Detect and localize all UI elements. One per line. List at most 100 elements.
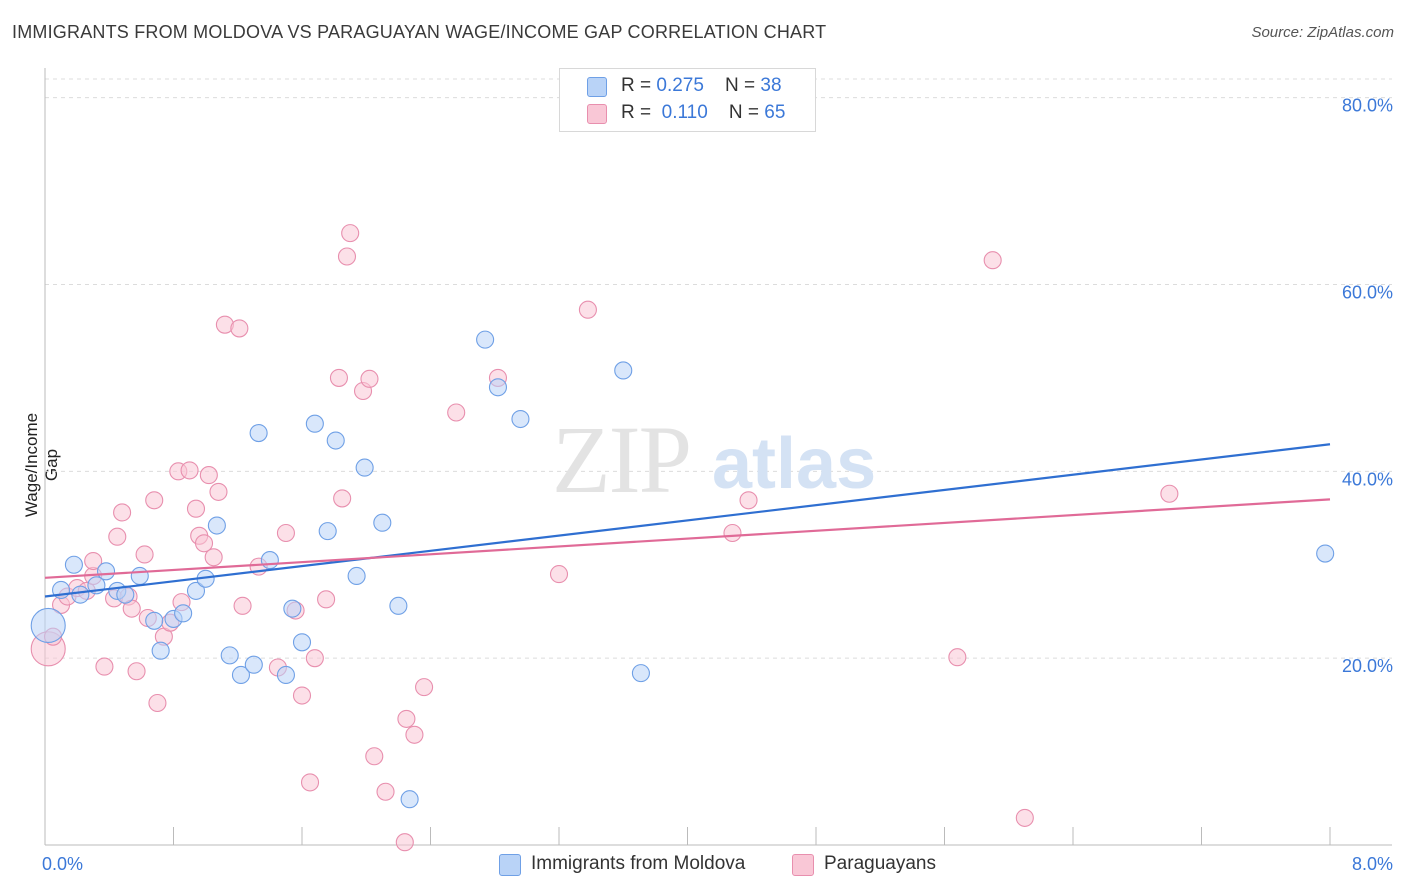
paraguayan-point — [397, 709, 416, 728]
chart-title: IMMIGRANTS FROM MOLDOVA VS PARAGUAYAN WA… — [12, 22, 827, 42]
paraguayan-point — [1015, 808, 1034, 827]
paraguayan-point — [204, 548, 223, 567]
paraguayan-point — [113, 503, 132, 522]
x-tick-labels: 0.0% 8.0% — [42, 854, 1393, 874]
paraguayan-point — [95, 657, 114, 676]
moldova-point — [231, 665, 251, 685]
paraguayan-point — [230, 319, 249, 338]
paraguayan-trendline — [44, 498, 1331, 579]
moldova-point — [64, 555, 83, 574]
moldova-point — [400, 790, 419, 809]
y-tick-label: 20.0% — [1342, 656, 1393, 676]
trendlines — [44, 443, 1331, 598]
moldova-point — [186, 581, 206, 600]
paraguayan-point — [983, 251, 1002, 270]
paraguayan-point — [948, 648, 967, 667]
series-moldova — [30, 330, 1335, 809]
paraguayan-point — [549, 565, 569, 584]
moldova-point — [220, 646, 239, 665]
y-tick-labels: 20.0% 40.0% 60.0% 80.0% — [1342, 96, 1393, 676]
axes — [44, 68, 1392, 846]
moldova-point — [130, 566, 149, 586]
paraguayan-point — [292, 686, 312, 705]
legend-swatch-paraguayans — [587, 104, 607, 124]
moldova-trendline — [44, 443, 1331, 598]
paraguayan-point — [300, 773, 320, 792]
paraguayan-point — [233, 596, 252, 615]
moldova-point — [96, 562, 116, 581]
moldova-point — [476, 330, 495, 349]
moldova-point — [30, 607, 66, 644]
watermark-zip: ZIP — [552, 406, 690, 513]
paraguayan-point — [199, 466, 218, 485]
bottom-legend-label-moldova: Immigrants from Moldova — [531, 853, 746, 874]
moldova-point — [511, 409, 530, 429]
moldova-point — [326, 431, 345, 450]
paraguayan-point — [108, 527, 127, 546]
paraguayan-point — [337, 247, 357, 266]
moldova-point — [1316, 544, 1335, 563]
paraguayan-point — [395, 833, 414, 852]
legend-r-label: R = — [621, 102, 657, 123]
paraguayan-point — [578, 300, 597, 319]
moldova-point — [347, 566, 366, 586]
x-tick-label: 0.0% — [42, 854, 83, 874]
moldova-point — [174, 604, 193, 623]
y-tick-label: 80.0% — [1342, 96, 1393, 116]
paraguayan-point — [209, 482, 228, 501]
moldova-point — [631, 664, 650, 683]
bottom-legend-swatch-moldova — [499, 854, 521, 876]
moldova-point — [276, 665, 295, 685]
paraguayan-point — [723, 523, 742, 543]
paraguayan-point — [333, 489, 352, 508]
paraguayan-point — [341, 224, 360, 243]
paraguayan-point — [317, 590, 336, 609]
paraguayan-point — [365, 747, 384, 766]
paraguayan-point — [148, 693, 167, 713]
legend-r-value: 0.110 — [661, 102, 708, 123]
paraguayan-point — [180, 461, 199, 480]
moldova-point — [318, 522, 337, 541]
gridlines — [45, 78, 1392, 659]
paraguayan-point — [415, 678, 434, 697]
paraguayan-point — [305, 649, 324, 668]
paraguayan-point — [276, 523, 295, 543]
moldova-point — [244, 655, 263, 674]
paraguayan-point — [84, 551, 103, 571]
moldova-point — [488, 378, 508, 397]
legend-r-value: 0.275 — [656, 75, 704, 96]
paraguayan-point — [405, 725, 424, 744]
y-tick-label: 40.0% — [1342, 469, 1393, 489]
paraguayan-point — [145, 491, 164, 510]
moldova-point — [260, 551, 279, 570]
series-paraguayans — [30, 224, 1179, 852]
watermark: ZIP atlas — [552, 406, 876, 513]
bottom-legend-swatch-paraguayans — [792, 854, 814, 876]
legend-r-label: R = — [621, 75, 657, 96]
watermark-atlas: atlas — [712, 424, 876, 504]
moldova-point — [355, 458, 374, 477]
moldova-point — [283, 599, 302, 618]
legend-n-label: N = — [728, 102, 765, 123]
chart-source: Source: ZipAtlas.com — [1251, 24, 1394, 41]
legend-n-label: N = — [725, 75, 761, 96]
moldova-point — [373, 513, 392, 532]
legend-n-value: 65 — [764, 102, 786, 123]
moldova-point — [145, 611, 164, 630]
paraguayan-point — [194, 534, 214, 553]
paraguayan-point — [329, 368, 348, 387]
paraguayan-point — [360, 369, 379, 388]
x-tick-label: 8.0% — [1352, 854, 1393, 874]
paraguayan-point — [447, 403, 466, 422]
moldova-point — [249, 423, 268, 443]
moldova-point — [292, 633, 312, 652]
paraguayan-point — [376, 782, 395, 801]
paraguayan-point — [127, 662, 146, 681]
bottom-legend-label-paraguayans: Paraguayans — [824, 853, 936, 874]
moldova-point — [151, 641, 170, 660]
y-tick-label: 60.0% — [1342, 283, 1393, 303]
paraguayan-point — [1160, 484, 1179, 503]
moldova-point — [614, 361, 633, 380]
legend-swatch-moldova — [587, 77, 607, 97]
